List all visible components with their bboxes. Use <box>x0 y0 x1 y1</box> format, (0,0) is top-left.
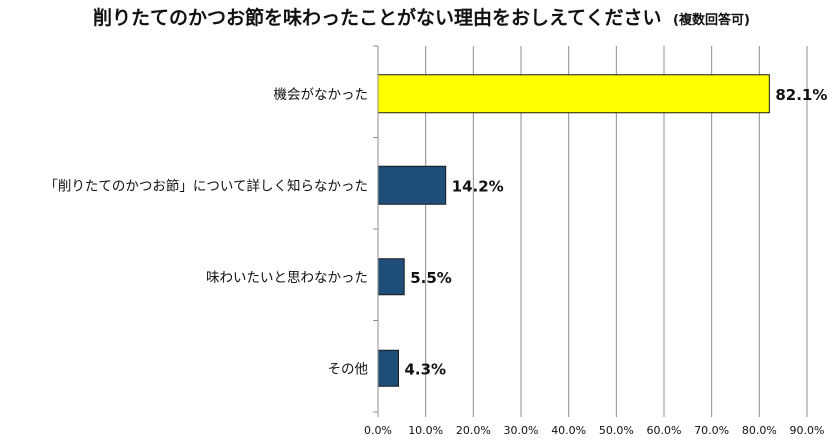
value-label: 4.3% <box>404 360 446 378</box>
x-tick-label: 50.0% <box>599 424 634 437</box>
bar <box>377 258 405 296</box>
x-tick-label: 10.0% <box>408 424 443 437</box>
bar <box>377 349 399 387</box>
x-tick-label: 80.0% <box>742 424 777 437</box>
chart-subtitle: (複数回答可) <box>673 12 750 28</box>
category-label: その他 <box>328 361 369 377</box>
bars <box>377 74 770 387</box>
x-tick-label: 0.0% <box>364 424 392 437</box>
category-label: 「削りたてのかつお節」について詳しく知らなかった <box>44 177 368 194</box>
x-tick-label: 90.0% <box>790 424 825 437</box>
x-tick-label: 40.0% <box>551 424 586 437</box>
category-label: 味わいたいと思わなかった <box>206 270 368 286</box>
value-label: 5.5% <box>410 269 452 287</box>
x-tick-label: 60.0% <box>647 424 682 437</box>
x-tick-label: 70.0% <box>694 424 729 437</box>
axes <box>373 45 808 417</box>
value-label: 82.1% <box>775 86 827 104</box>
bar <box>377 165 447 205</box>
bar <box>377 74 770 114</box>
category-label: 機会がなかった <box>274 87 369 103</box>
x-tick-label: 30.0% <box>504 424 539 437</box>
value-label: 14.2% <box>452 177 504 195</box>
labels: 0.0% 10.0% 20.0% 30.0% 40.0% 50.0% 60.0% 70.0% 8… <box>44 86 827 437</box>
chart-title: 削りたてのかつお節を味わったことがない理由をおしえてください <box>93 6 661 29</box>
x-tick-label: 20.0% <box>456 424 491 437</box>
